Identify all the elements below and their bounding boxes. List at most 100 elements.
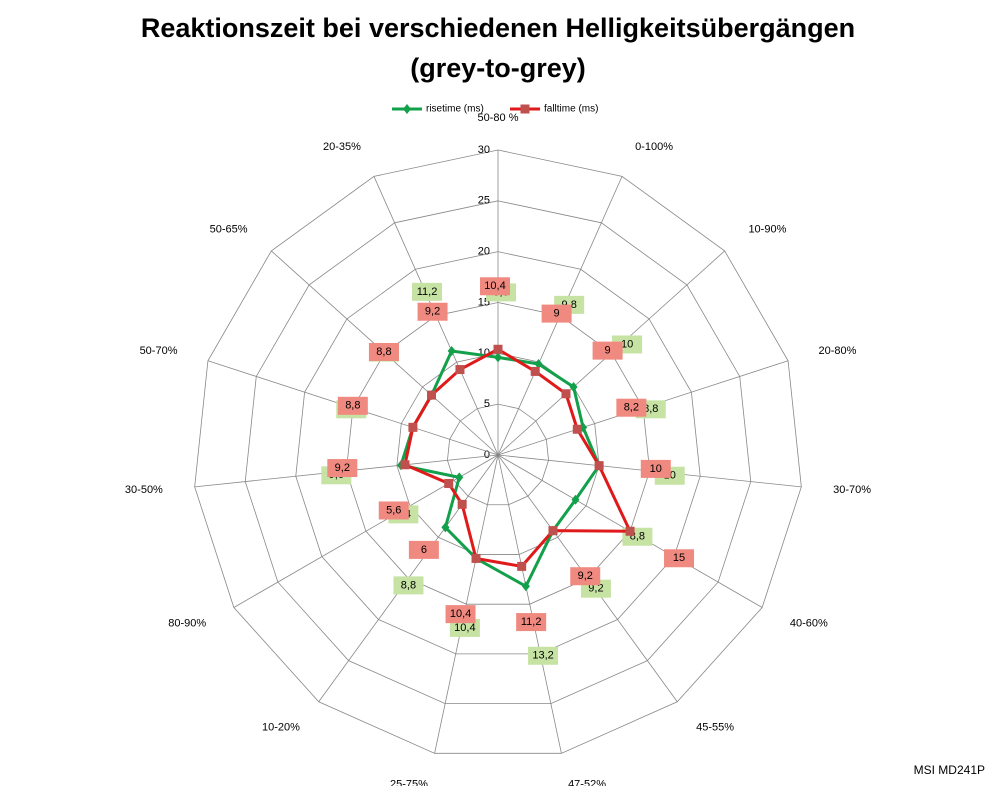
category-label: 10-20% <box>262 722 300 734</box>
marker <box>569 381 578 392</box>
value-label-bg <box>541 304 572 323</box>
y-tick-label: 30 <box>478 144 490 156</box>
value-label-bg <box>445 605 476 624</box>
category-label: 47-52% <box>568 779 606 786</box>
y-tick-label: 25 <box>478 195 490 207</box>
value-label: 11,2 <box>521 616 542 628</box>
category-label: 50-65% <box>210 223 248 235</box>
value-label: 8,2 <box>624 402 639 414</box>
value-label: 8,8 <box>376 346 391 358</box>
marker <box>444 478 454 488</box>
marker <box>408 422 418 432</box>
value-label: 5,6 <box>386 504 401 516</box>
category-label: 30-70% <box>833 484 871 496</box>
marker <box>494 352 502 363</box>
category-label: 20-80% <box>819 345 857 357</box>
value-label-bg <box>449 618 480 637</box>
annotation: MSI MD241P <box>914 763 985 777</box>
value-label-bg <box>640 459 671 478</box>
value-label: 10,4 <box>484 280 505 292</box>
value-label: 15 <box>673 552 685 564</box>
category-label: 30-50% <box>125 484 163 496</box>
grid-line <box>244 200 752 705</box>
grid-line <box>345 302 651 605</box>
legend-marker <box>520 104 530 114</box>
value-label-bg <box>408 540 439 559</box>
value-label-bg <box>327 459 358 478</box>
marker <box>572 424 582 434</box>
grid-line <box>447 403 549 506</box>
value-label-bg <box>368 342 399 361</box>
value-label-bg <box>412 282 443 301</box>
marker <box>530 366 540 376</box>
spoke <box>233 454 499 608</box>
marker <box>493 344 503 354</box>
value-label-bg <box>393 576 424 595</box>
marker <box>400 460 410 470</box>
marker <box>455 472 464 483</box>
marker <box>571 494 580 505</box>
value-label: 10,4 <box>450 608 471 620</box>
spoke <box>434 454 499 754</box>
value-label: 9 <box>605 345 611 357</box>
legend-label: falltime (ms) <box>544 104 598 115</box>
y-tick-label: 20 <box>478 246 490 258</box>
value-label-bg <box>337 396 368 415</box>
series-line <box>403 347 633 569</box>
marker <box>548 526 558 536</box>
category-label: 40-60% <box>790 617 828 629</box>
value-label: 8,8 <box>643 403 658 415</box>
value-label: 6 <box>421 544 427 556</box>
value-label-bg <box>378 501 409 520</box>
value-label-bg <box>516 613 547 632</box>
marker <box>534 358 543 369</box>
category-label: 50-70% <box>140 345 178 357</box>
chart-title: Reaktionszeit bei verschiedenen Helligke… <box>141 13 855 43</box>
value-label: 10,4 <box>454 622 475 634</box>
y-tick-label: 0 <box>484 449 490 461</box>
value-label: 9,2 <box>335 462 350 474</box>
category-label: 45-55% <box>696 722 734 734</box>
value-label-bg <box>570 567 601 586</box>
category-label: 0-100% <box>635 141 673 153</box>
value-label: 9,2 <box>425 306 440 318</box>
marker <box>517 561 527 571</box>
marker <box>441 522 450 533</box>
chart-subtitle: (grey-to-grey) <box>410 53 586 83</box>
value-label: 8,8 <box>401 579 416 591</box>
legend-label: risetime (ms) <box>426 104 484 115</box>
value-label-bg <box>592 341 623 360</box>
y-tick-label: 5 <box>484 398 490 410</box>
grid-line <box>295 251 701 655</box>
marker <box>521 581 530 592</box>
value-label-bg <box>528 646 559 665</box>
grid-line <box>194 149 802 754</box>
category-label: 80-90% <box>168 617 206 629</box>
category-label: 10-90% <box>748 223 786 235</box>
value-label: 9 <box>554 308 560 320</box>
value-label: 9,2 <box>578 570 593 582</box>
marker <box>457 499 467 509</box>
marker <box>427 390 437 400</box>
value-label-bg <box>480 277 510 296</box>
value-label-bg <box>664 549 695 568</box>
marker <box>625 526 635 536</box>
marker <box>447 345 456 356</box>
marker <box>561 389 571 399</box>
category-label: 25-75% <box>390 779 428 786</box>
value-label: 10 <box>650 463 662 475</box>
marker <box>455 365 465 375</box>
value-label: 9,2 <box>588 583 603 595</box>
value-label: 8,8 <box>345 400 360 412</box>
value-label-bg <box>417 302 448 321</box>
marker <box>594 461 604 471</box>
grid-line <box>396 352 600 555</box>
marker <box>471 553 481 563</box>
value-label: 11,2 <box>417 286 438 298</box>
value-label-bg <box>616 398 647 417</box>
value-label: 10 <box>621 338 633 350</box>
category-label: 50-80 % <box>478 112 519 124</box>
category-label: 20-35% <box>323 141 361 153</box>
value-label: 13,2 <box>532 650 553 662</box>
